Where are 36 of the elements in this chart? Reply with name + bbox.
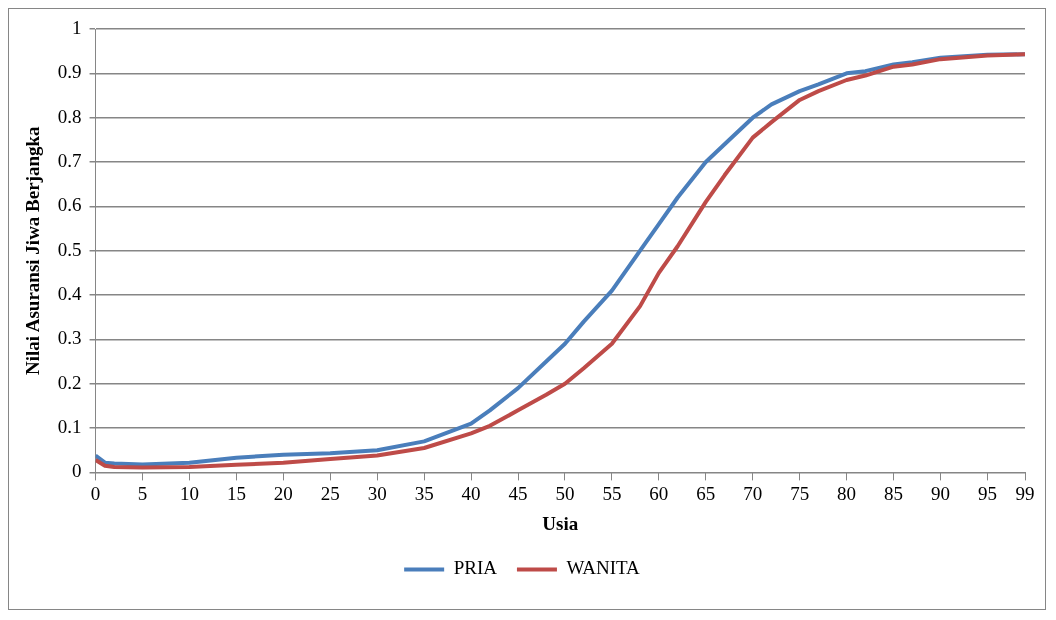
- x-tick-label: 30: [367, 482, 387, 504]
- x-tick-label: 60: [649, 482, 669, 504]
- y-tick-label: 0.2: [57, 371, 82, 393]
- x-tick-label: 65: [696, 482, 716, 504]
- legend-label: PRIA: [453, 557, 498, 579]
- y-tick-label: 0.4: [57, 283, 83, 305]
- x-tick-label: 99: [1015, 482, 1035, 504]
- y-tick-label: 0.1: [57, 416, 82, 438]
- x-tick-label: 40: [461, 482, 481, 504]
- x-tick-label: 75: [790, 482, 810, 504]
- legend-label: WANITA: [566, 557, 641, 579]
- x-tick-label: 5: [137, 482, 148, 504]
- x-tick-label: 55: [602, 482, 622, 504]
- x-tick-label: 15: [226, 482, 246, 504]
- x-tick-label: 0: [90, 482, 101, 504]
- x-tick-label: 35: [414, 482, 434, 504]
- y-tick-label: 0.9: [57, 61, 82, 83]
- x-tick-label: 25: [320, 482, 340, 504]
- y-tick-label: 0: [72, 460, 82, 482]
- x-tick-label: 70: [743, 482, 763, 504]
- x-axis-title: Usia: [542, 512, 579, 534]
- y-tick-label: 0.7: [57, 150, 82, 171]
- x-tick-label: 20: [273, 482, 293, 504]
- y-tick-label: 0.3: [57, 327, 82, 349]
- y-tick-label: 0.6: [57, 194, 82, 216]
- x-tick-label: 85: [884, 482, 904, 504]
- x-tick-label: 80: [837, 482, 857, 504]
- y-tick-label: 0.8: [57, 105, 82, 127]
- x-tick-label: 90: [931, 482, 950, 504]
- x-tick-label: 45: [508, 482, 528, 504]
- x-tick-label: 10: [179, 482, 199, 504]
- y-tick-label: 0.5: [57, 238, 82, 260]
- x-tick-label: 95: [977, 482, 997, 504]
- y-axis-title: Nilai Asuransi Jiwa Berjangka: [22, 125, 44, 376]
- y-tick-label: 1: [72, 16, 82, 38]
- x-tick-label: 50: [555, 482, 575, 504]
